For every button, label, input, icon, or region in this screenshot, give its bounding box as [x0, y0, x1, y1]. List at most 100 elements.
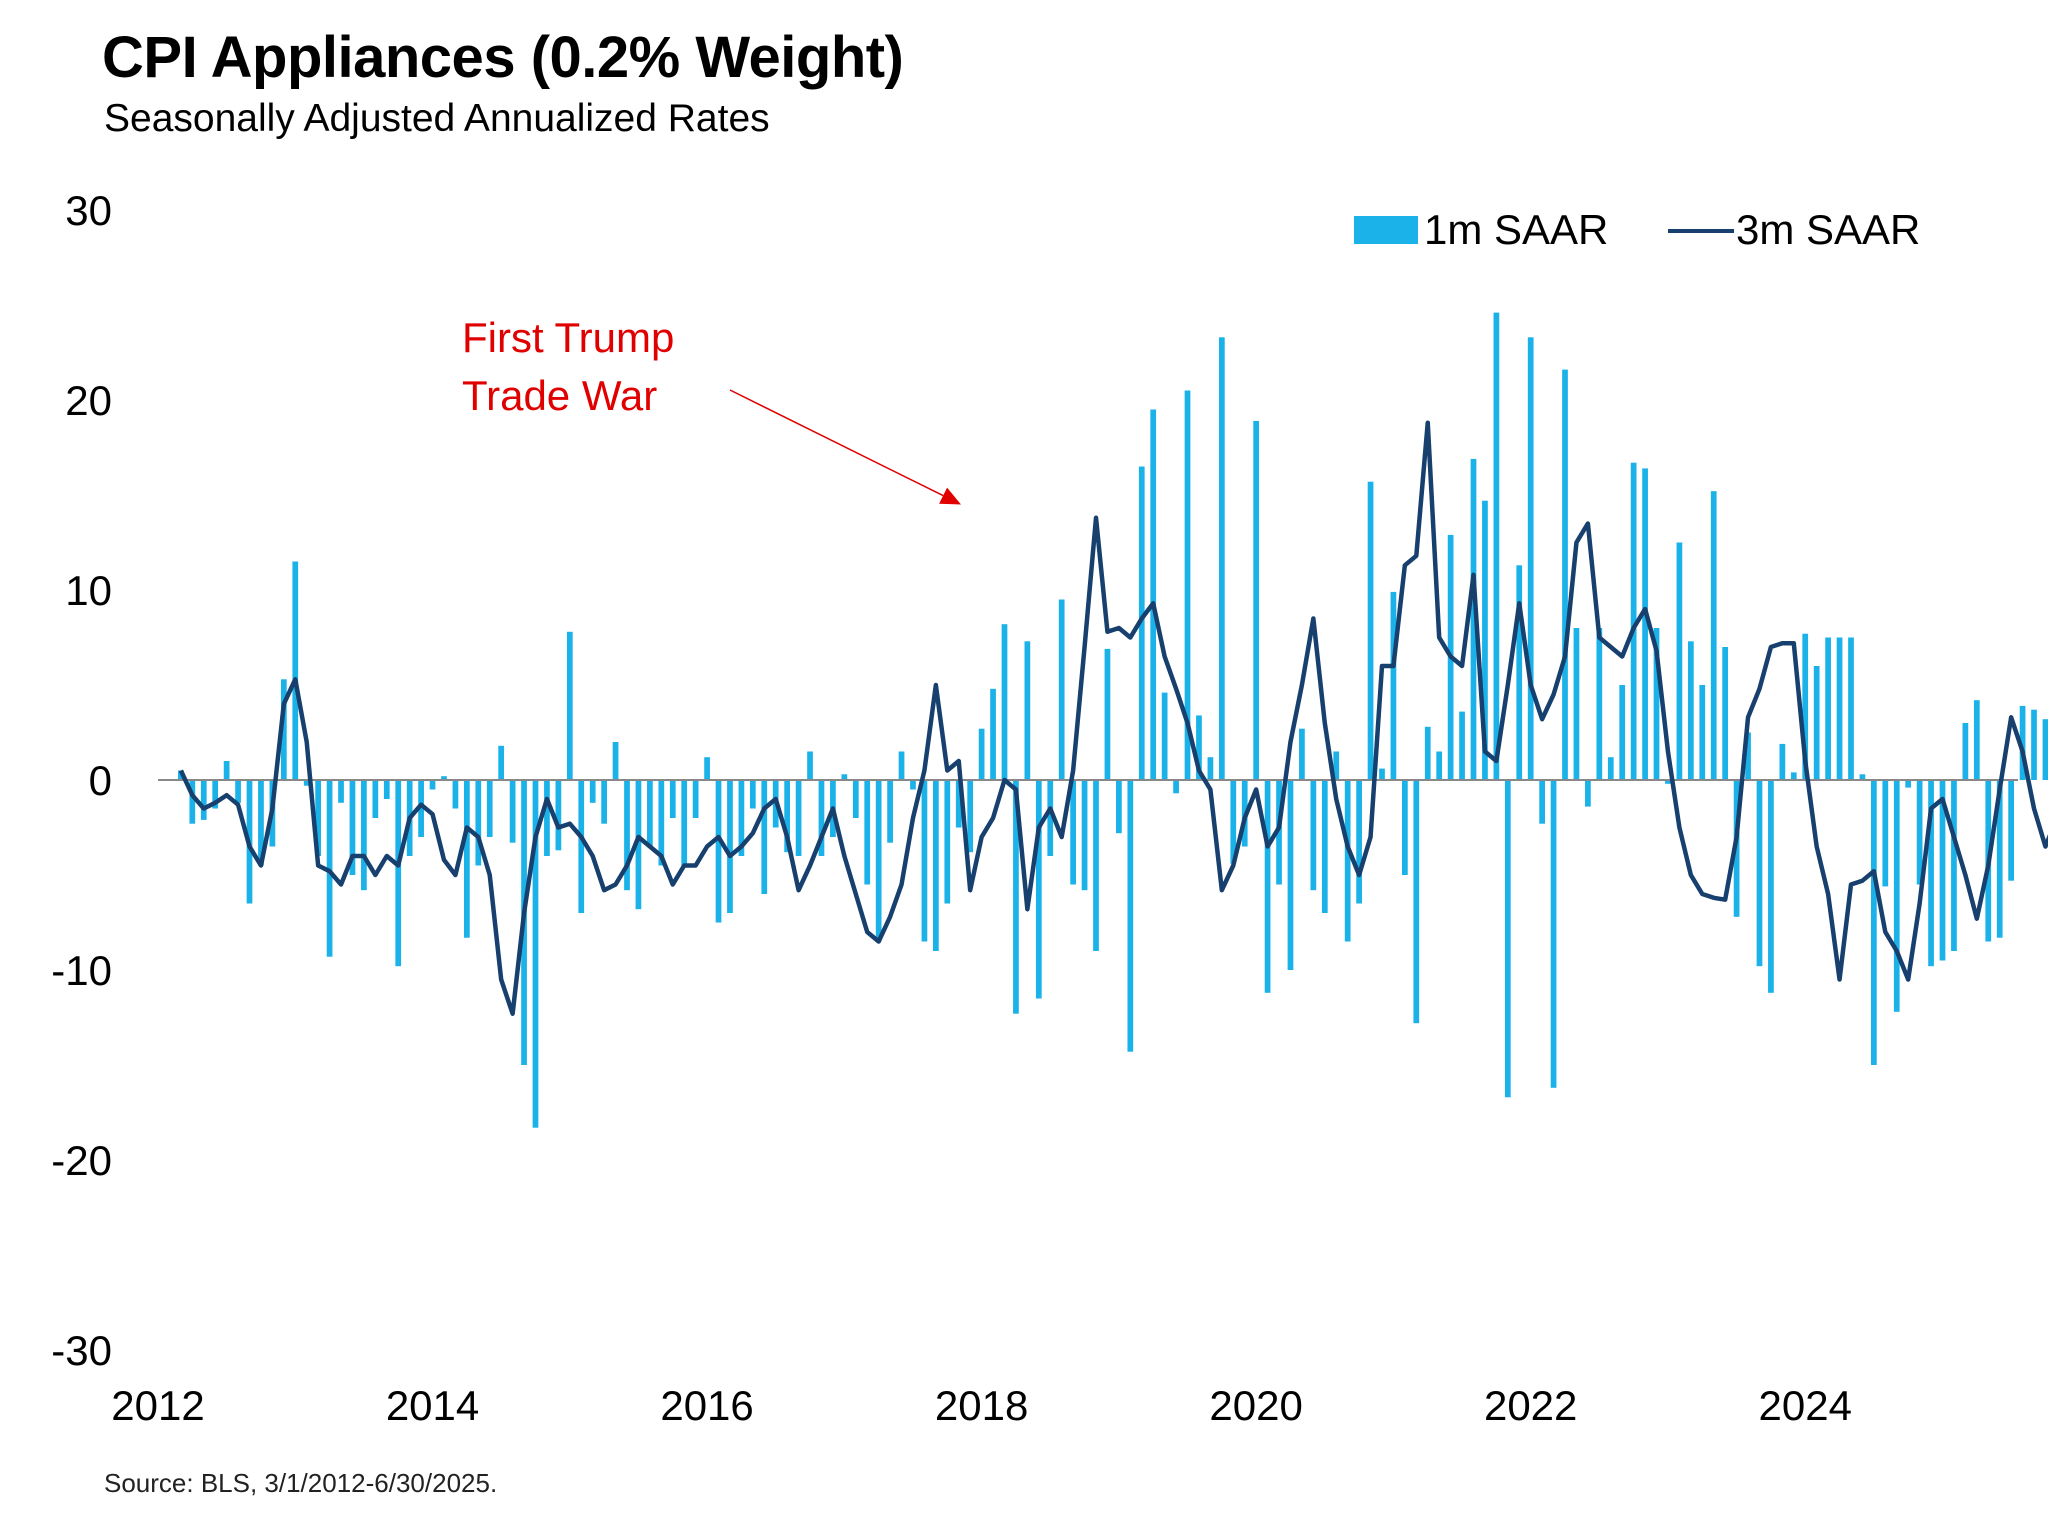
bar-1m-saar [1802, 633, 1809, 780]
bar-1m-saar [1813, 666, 1820, 780]
bar-1m-saar [200, 780, 207, 820]
bar-1m-saar [235, 780, 241, 803]
bar-1m-saar [486, 780, 493, 837]
x-axis-ticks: 2012 2014 2016 2018 2020 2022 2024 [111, 1382, 1852, 1429]
bar-1m-saar [1653, 628, 1660, 780]
bar-1m-saar [944, 780, 951, 904]
bar-1m-saar [784, 780, 791, 853]
bar-1m-saar [418, 780, 424, 837]
bar-1m-saar [1848, 637, 1854, 780]
bar-1m-saar [612, 742, 619, 780]
bar-1m-saar [1035, 780, 1042, 999]
legend: 1m SAAR 3m SAAR [1354, 206, 1920, 253]
bar-1m-saar [1905, 780, 1912, 788]
bar-1m-saar [1173, 780, 1179, 794]
bar-1m-saar [1104, 648, 1111, 780]
bar-1m-saar [1550, 780, 1557, 1088]
annotation-arrowhead [939, 487, 961, 505]
bar-1m-saar [1093, 780, 1099, 951]
bar-1m-saar [303, 780, 310, 786]
bar-1m-saar [647, 780, 653, 847]
x-tick-label: 2016 [660, 1382, 753, 1429]
bar-1m-saar [1916, 780, 1923, 885]
bar-1m-saar [1504, 780, 1511, 1098]
bar-1m-saar [635, 780, 642, 910]
bar-1m-saar [1253, 420, 1260, 780]
bar-1m-saar [864, 780, 871, 885]
y-tick-label: 0 [89, 757, 112, 804]
bar-1m-saar [1390, 591, 1397, 780]
bar-1m-saar [1333, 751, 1340, 780]
bar-1m-saar [1871, 780, 1877, 1065]
bar-1m-saar [509, 780, 516, 843]
legend-label-3m-saar: 3m SAAR [1736, 206, 1920, 253]
bar-1m-saar [1436, 751, 1443, 780]
bar-1m-saar [1928, 780, 1934, 967]
bar-1m-saar [978, 728, 985, 780]
bar-1m-saar [1996, 780, 2003, 938]
bar-1m-saar [1836, 637, 1843, 780]
bar-1m-saar [1962, 723, 1969, 780]
bar-1m-saar [315, 780, 322, 856]
legend-label-1m-saar: 1m SAAR [1424, 206, 1608, 253]
bar-1m-saar [898, 751, 905, 780]
bar-1m-saar [1790, 772, 1797, 780]
bar-1m-saar [875, 780, 882, 942]
bar-1m-saar [1276, 780, 1282, 885]
bar-1m-saar [1596, 628, 1603, 780]
chart-subtitle: Seasonally Adjusted Annualized Rates [104, 97, 770, 140]
bar-1m-saar [2031, 709, 2037, 780]
bar-1m-saar [1573, 628, 1580, 780]
bar-1m-saar [589, 780, 596, 803]
bar-1m-saar [1699, 685, 1706, 780]
annotation-arrow [729, 389, 944, 497]
bar-1m-saar [1218, 337, 1225, 780]
bar-1m-saar [1768, 780, 1774, 993]
bar-1m-saar [338, 780, 344, 803]
bar-1m-saar [1722, 647, 1729, 780]
bar-1m-saar [738, 780, 745, 856]
bar-1m-saar [1184, 390, 1191, 780]
bar-1m-saar [1539, 780, 1545, 824]
y-axis-ticks: 30 20 10 0 -10 -20 -30 [51, 187, 112, 1374]
bar-1m-saar [669, 780, 676, 818]
bar-1m-saar [967, 780, 974, 853]
bar-1m-saar [326, 780, 333, 957]
bar-1m-saar [1081, 780, 1088, 891]
bar-1m-saar [475, 780, 482, 866]
bar-1m-saar [452, 780, 459, 809]
bar-1m-saar [1459, 711, 1465, 780]
bar-1m-saar [1116, 780, 1122, 834]
bar-1m-saar [361, 780, 367, 891]
bar-1m-saar [212, 780, 219, 809]
bar-1m-saar [578, 780, 585, 913]
line-series-3m-saar [178, 420, 2048, 1016]
bar-1m-saar [2019, 705, 2026, 780]
bar-1m-saar [1196, 715, 1202, 780]
bar-series-1m-saar [178, 312, 2048, 1128]
bar-1m-saar [887, 780, 893, 843]
bar-1m-saar [1607, 757, 1614, 780]
bar-1m-saar [1951, 780, 1957, 951]
bar-1m-saar [1138, 466, 1145, 780]
bar-1m-saar [555, 780, 562, 851]
bar-1m-saar [1230, 780, 1237, 864]
bar-1m-saar [2008, 780, 2014, 881]
bar-1m-saar [1676, 542, 1683, 780]
bar-1m-saar [1642, 468, 1648, 780]
x-tick-label: 2020 [1209, 1382, 1302, 1429]
bar-1m-saar [1516, 565, 1523, 780]
bar-1m-saar [2042, 719, 2048, 780]
x-tick-label: 2024 [1759, 1382, 1852, 1429]
bar-1m-saar [1562, 369, 1568, 780]
bar-1m-saar [1264, 780, 1271, 993]
bar-1m-saar [1287, 780, 1294, 970]
bar-1m-saar [681, 780, 688, 866]
bar-1m-saar [1299, 728, 1305, 780]
bar-1m-saar [498, 745, 505, 780]
bar-1m-saar [544, 780, 550, 856]
bar-1m-saar [1024, 641, 1031, 780]
bar-1m-saar [841, 774, 848, 780]
source-note: Source: BLS, 3/1/2012-6/30/2025. [104, 1468, 498, 1498]
